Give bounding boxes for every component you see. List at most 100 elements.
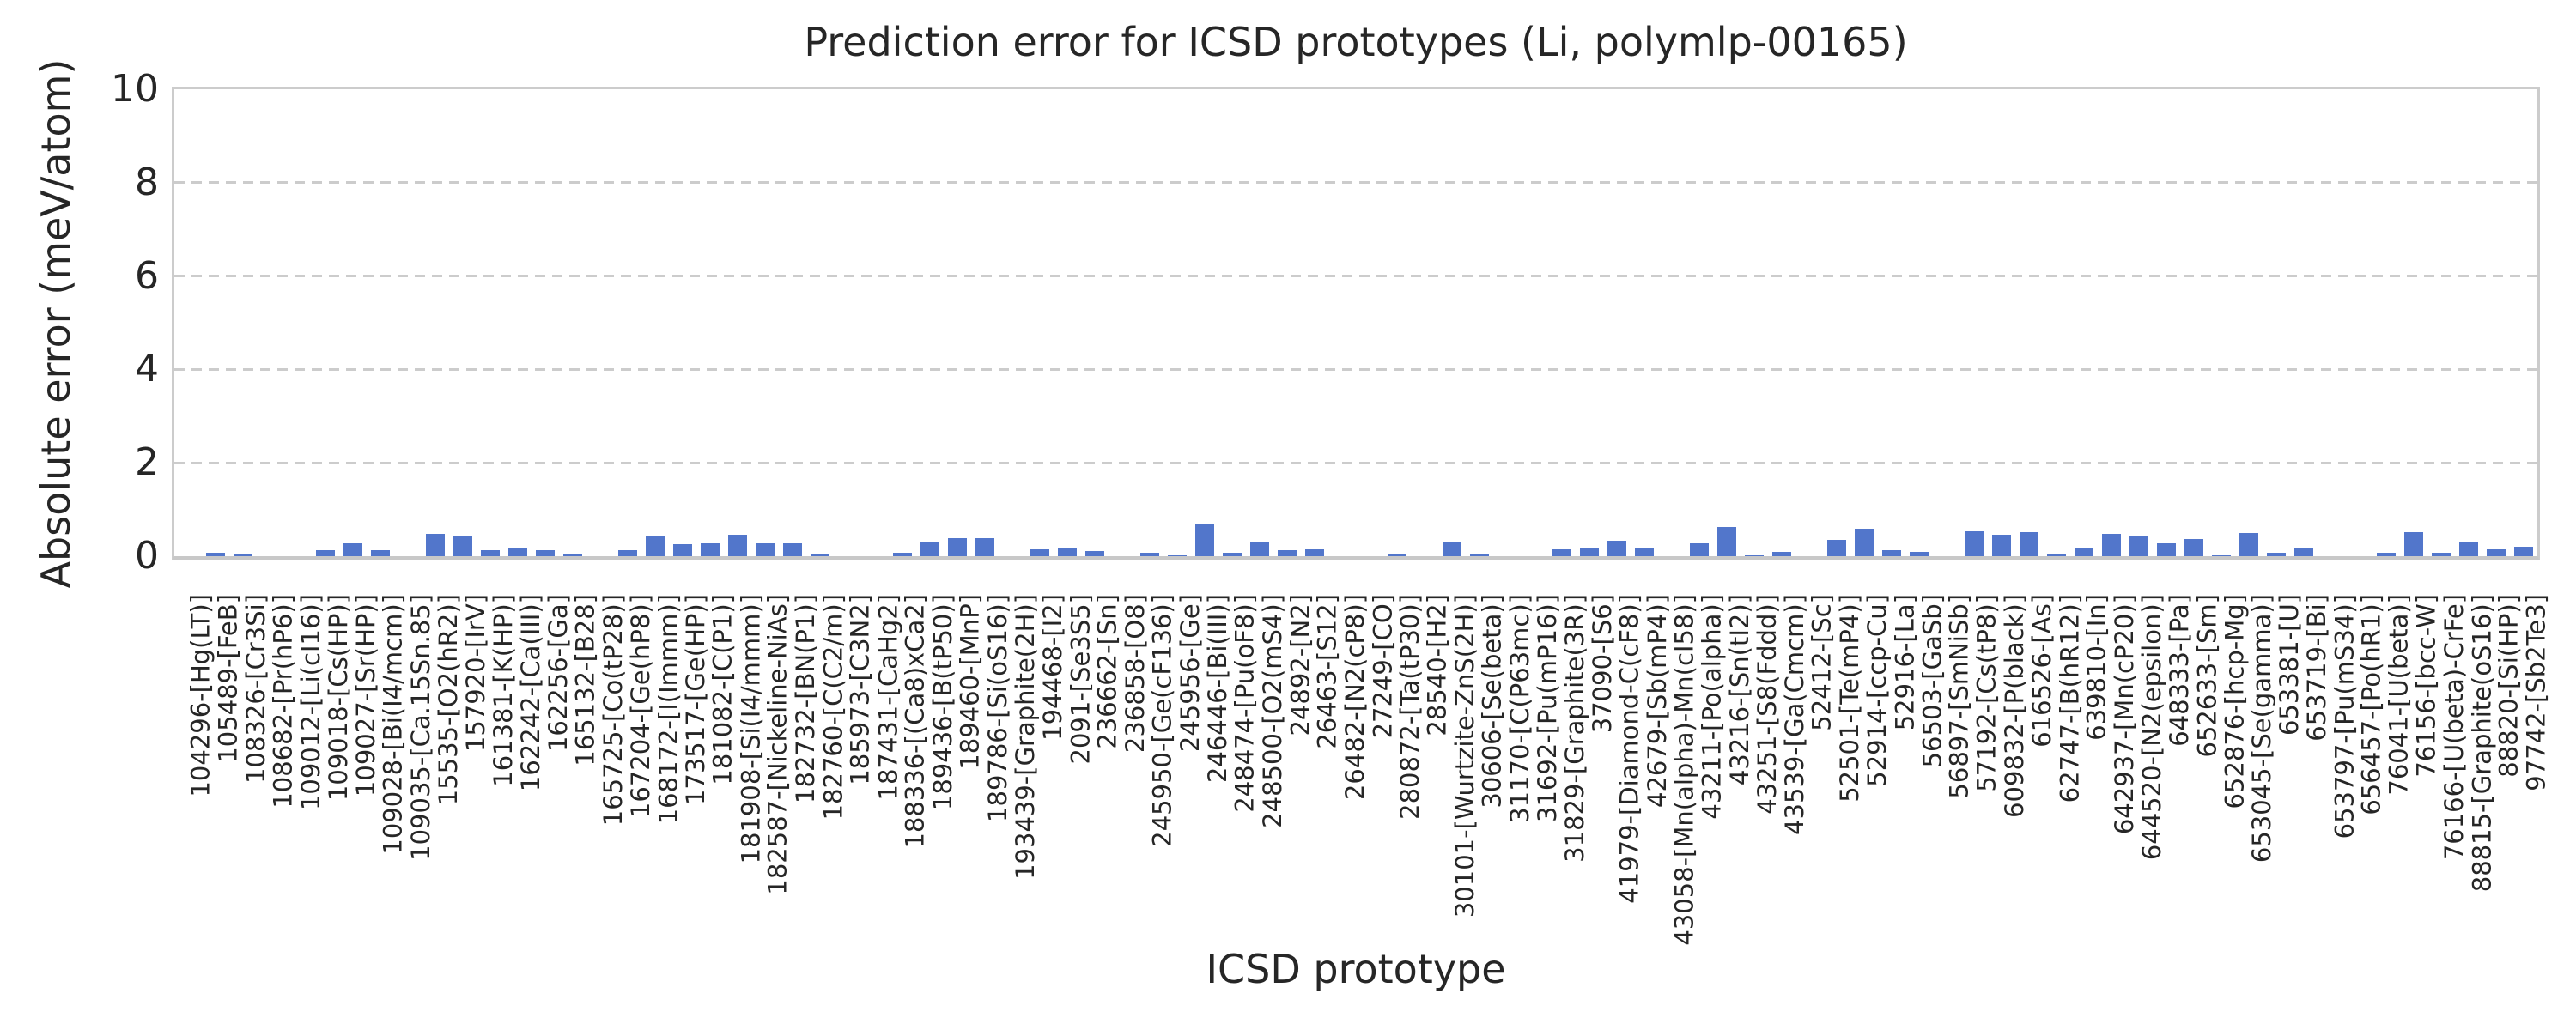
bar-644520-[N2(epsilon)] (2129, 536, 2148, 556)
bar-43216-[Sn(tI2)] (1717, 527, 1736, 556)
bar-236662-[Sn] (1085, 551, 1104, 556)
x-tick-52914-[ccp-Cu]: 52914-[ccp-Cu] (1862, 594, 1892, 787)
x-tick-43539-[Ga(Cmcm)]: 43539-[Ga(Cmcm)] (1780, 594, 1809, 835)
x-tick-236858-[O8]: 236858-[O8] (1121, 594, 1150, 754)
x-tick-56503-[GaSb]: 56503-[GaSb] (1917, 594, 1947, 768)
x-tick-109035-[Ca.15Sn.85]: 109035-[Ca.15Sn.85] (406, 594, 435, 861)
x-tick-104296-[Hg(LT)]: 104296-[Hg(LT)] (186, 594, 216, 797)
x-tick-30606-[Se(beta)]: 30606-[Se(beta)] (1478, 594, 1507, 809)
bar-162242-[Ca(III)] (508, 548, 527, 556)
x-tick-653797-[Pu(mS34)]: 653797-[Pu(mS34)] (2330, 594, 2359, 839)
x-tick-181908-[Si(I4/mmm)]: 181908-[Si(I4/mmm)] (736, 594, 765, 864)
bar-30101-[Wurtzite-ZnS(2H)] (1443, 541, 1461, 556)
bar-194468-[I2] (1030, 549, 1049, 556)
bar-43211-[Po(alpha)] (1690, 543, 1709, 556)
x-tick-236662-[Sn]: 236662-[Sn] (1093, 594, 1122, 749)
bar-76041-[U(beta)] (2377, 553, 2396, 556)
bar-182587-[Nickeline-NiAs] (756, 543, 775, 556)
x-tick-189786-[Si(oS16)]: 189786-[Si(oS16)] (983, 594, 1012, 822)
x-tick-28540-[H2]: 28540-[H2] (1423, 594, 1452, 736)
x-tick-43058-[Mn(alpha)-Mn(cI58)]: 43058-[Mn(alpha)-Mn(cI58)] (1670, 594, 1699, 946)
x-tick-652633-[Sm]: 652633-[Sm] (2192, 594, 2221, 758)
x-tick-187431-[CaHg2]: 187431-[CaHg2] (873, 594, 902, 801)
x-tick-105489-[FeB]: 105489-[FeB] (214, 594, 243, 763)
x-tick-157920-[IrV]: 157920-[IrV] (461, 594, 490, 753)
x-tick-52501-[Te(mP4)]: 52501-[Te(mP4)] (1835, 594, 1864, 803)
bar-97742-[Sb2Te3] (2514, 546, 2533, 556)
x-tick-181082-[C(P1)]: 181082-[C(P1)] (708, 594, 738, 785)
x-tick-108326-[Cr3Si]: 108326-[Cr3Si] (241, 594, 270, 784)
bar-157920-[IrV] (453, 536, 472, 556)
y-tick-2: 2 (135, 440, 159, 485)
bar-189460-[MnP] (948, 537, 967, 556)
x-tick-42679-[Sb(mP4)]: 42679-[Sb(mP4)] (1643, 594, 1672, 808)
chart-title: Prediction error for ICSD prototypes (Li… (804, 19, 1908, 65)
bar-652633-[Sm] (2184, 539, 2203, 556)
x-tick-165725-[Co(tP28)]: 165725-[Co(tP28)] (598, 594, 628, 827)
x-tick-30101-[Wurtzite-ZnS(2H)]: 30101-[Wurtzite-ZnS(2H)] (1450, 594, 1479, 918)
bar-109018-[Cs(HP)] (316, 550, 335, 556)
y-tick-8: 8 (135, 160, 159, 204)
bar-181908-[Si(I4/mmm)] (728, 534, 747, 556)
x-tick-52916-[La]: 52916-[La] (1890, 594, 1919, 731)
x-tick-161381-[K(HP)]: 161381-[K(HP)] (489, 594, 518, 787)
gridline-8 (174, 181, 2537, 185)
bar-52501-[Te(mP4)] (1827, 539, 1846, 556)
bar-108326-[Cr3Si] (234, 554, 252, 556)
x-tick-43211-[Po(alpha)]: 43211-[Po(alpha)] (1698, 594, 1727, 820)
x-tick-88820-[Si(HP)]: 88820-[Si(HP)] (2494, 594, 2524, 778)
y-axis-label: Absolute error (meV/atom) (33, 58, 79, 589)
x-tick-2091-[Se3S5]: 2091-[Se3S5] (1066, 594, 1095, 765)
bar-88815-[Graphite(oS16)] (2459, 541, 2478, 556)
x-tick-26463-[S12]: 26463-[S12] (1313, 594, 1342, 749)
plot-area (172, 87, 2540, 560)
x-tick-24892-[N2]: 24892-[N2] (1285, 594, 1315, 736)
x-tick-31829-[Graphite(3R)]: 31829-[Graphite(3R)] (1560, 594, 1589, 863)
x-tick-26482-[N2(cP8)]: 26482-[N2(cP8)] (1340, 594, 1370, 801)
x-tick-88815-[Graphite(oS16)]: 88815-[Graphite(oS16)] (2467, 594, 2496, 893)
x-tick-248500-[O2(mS4)]: 248500-[O2(mS4)] (1258, 594, 1287, 828)
bar-109028-[Bi(I4/mcm)] (371, 550, 390, 556)
x-axis-label: ICSD prototype (1206, 946, 1506, 992)
x-tick-168172-[I(Immm)]: 168172-[I(Immm)] (653, 594, 683, 825)
x-tick-41979-[Diamond-C(cF8)]: 41979-[Diamond-C(cF8)] (1615, 594, 1644, 904)
x-tick-193439-[Graphite(2H)]: 193439-[Graphite(2H)] (1011, 594, 1040, 880)
x-tick-27249-[CO]: 27249-[CO] (1368, 594, 1397, 739)
x-tick-97742-[Sb2Te3]: 97742-[Sb2Te3] (2522, 594, 2551, 791)
x-tick-162242-[Ca(III)]: 162242-[Ca(III)] (516, 594, 545, 792)
bar-76166-[U(beta)-CrFe] (2432, 552, 2451, 556)
bar-62747-[B(hR12)] (2047, 554, 2066, 556)
x-tick-245956-[Ge]: 245956-[Ge] (1176, 594, 1205, 753)
bar-161381-[K(HP)] (481, 549, 500, 556)
bar-37090-[S6] (1580, 548, 1599, 556)
x-tick-31170-[C(P63mc)]: 31170-[C(P63mc)] (1505, 594, 1534, 823)
x-tick-188336-[(Ca8)xCa2]: 188336-[(Ca8)xCa2] (901, 594, 930, 849)
x-tick-609832-[P(black)]: 609832-[P(black)] (2000, 594, 2029, 818)
bar-616526-[As] (2020, 532, 2038, 556)
bar-56503-[GaSb] (1910, 552, 1929, 556)
bar-109027-[Sr(HP)] (343, 542, 362, 556)
x-tick-76166-[U(beta)-CrFe]: 76166-[U(beta)-CrFe] (2439, 594, 2469, 861)
bar-246446-[Bi(III)] (1195, 523, 1214, 556)
bar-105489-[FeB] (206, 552, 225, 556)
x-tick-182732-[BN(P1)]: 182732-[BN(P1)] (791, 594, 820, 803)
x-tick-245950-[Ge(cF136)]: 245950-[Ge(cF136)] (1148, 594, 1177, 847)
bar-648333-[Pa] (2157, 542, 2176, 556)
x-tick-185973-[C3N2]: 185973-[C3N2] (846, 594, 875, 785)
bar-189786-[Si(oS16)] (975, 538, 994, 556)
bar-31829-[Graphite(3R)] (1552, 548, 1571, 556)
x-tick-280872-[Ta(tP30)]: 280872-[Ta(tP30)] (1395, 594, 1425, 820)
x-tick-109028-[Bi(I4/mcm)]: 109028-[Bi(I4/mcm)] (379, 594, 408, 855)
bar-653045-[Se(gamma)] (2239, 532, 2258, 556)
x-tick-109012-[Li(cI16)]: 109012-[Li(cI16)] (296, 594, 325, 811)
gridline-2 (174, 461, 2537, 464)
bar-609832-[P(black)] (1992, 534, 2011, 556)
x-tick-109018-[Cs(HP)]: 109018-[Cs(HP)] (324, 594, 353, 802)
bar-182732-[BN(P1)] (783, 542, 802, 556)
x-tick-62747-[B(hR12)]: 62747-[B(hR12)] (2055, 594, 2084, 803)
bar-57192-[Cs(tP8)] (1965, 531, 1984, 556)
bar-653381-[U] (2267, 553, 2286, 556)
bar-52914-[ccp-Cu] (1855, 528, 1874, 556)
x-tick-76156-[bcc-W]: 76156-[bcc-W] (2412, 594, 2441, 778)
bar-24892-[N2] (1278, 549, 1297, 556)
